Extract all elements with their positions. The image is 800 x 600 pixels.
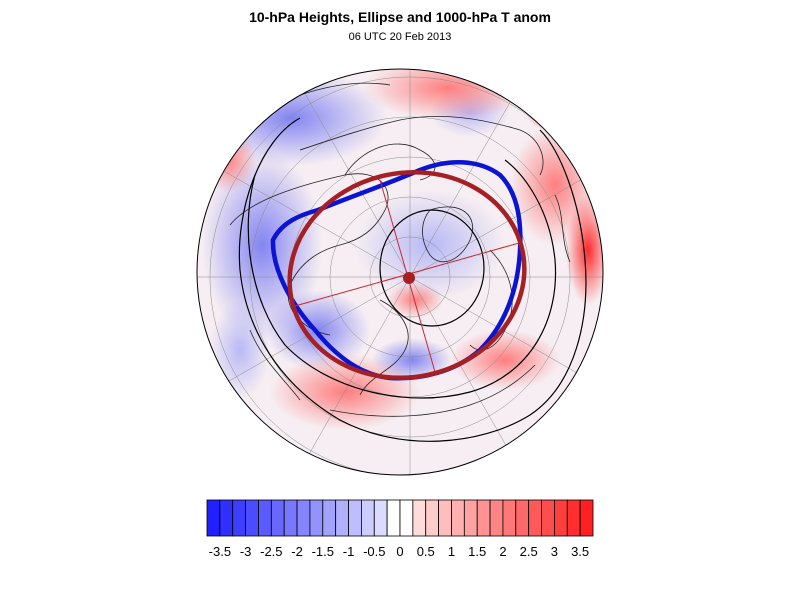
colorbar-box [502, 499, 517, 537]
colorbar-box [283, 499, 298, 537]
colorbar-box [489, 499, 504, 537]
colorbar-box [309, 499, 324, 537]
colorbar-box [528, 499, 542, 537]
colorbar-box [412, 499, 427, 537]
colorbar-box [541, 499, 555, 537]
graticule [198, 69, 603, 475]
ellipse-center-marker [403, 272, 415, 284]
colorbar-box [335, 499, 349, 537]
colorbar-box [206, 499, 221, 537]
colorbar-box [566, 499, 581, 537]
colorbar-box [219, 499, 234, 537]
ellipse-outline [287, 170, 527, 380]
colorbar-box [386, 499, 401, 537]
colorbar-box [232, 499, 246, 537]
colorbar-box [451, 499, 465, 537]
colorbar-box [258, 499, 272, 537]
colorbar-box [322, 499, 337, 537]
colorbar-box [438, 499, 452, 537]
colorbar-tick-label: 1.5 [468, 544, 486, 559]
colorbar-box [515, 499, 530, 537]
colorbar-tick-label: -3.5 [209, 544, 231, 559]
colorbar-box [476, 499, 491, 537]
colorbar-tick-label: 2.5 [520, 544, 538, 559]
colorbar-box [348, 499, 362, 537]
colorbar-box [554, 499, 568, 537]
colorbar-box [579, 499, 594, 537]
colorbar-tick-label: 1 [448, 544, 455, 559]
height-contour-middle [247, 159, 557, 399]
figure-title: 10-hPa Heights, Ellipse and 1000-hPa T a… [249, 9, 551, 25]
height-contour-outer [238, 117, 587, 442]
colorbar-tick-label: -1.5 [312, 544, 334, 559]
colorbar-tick-label: 0.5 [417, 544, 435, 559]
vortex-edge-contour [270, 160, 523, 381]
colorbar-tick-label: -1 [343, 544, 355, 559]
height-contours [238, 117, 587, 442]
colorbar-tick-label: 3 [551, 544, 558, 559]
colorbar-box [270, 499, 285, 537]
colorbar-box [373, 499, 388, 537]
colorbar-tick-label: -2 [291, 544, 303, 559]
height-contour-inner [379, 209, 485, 327]
colorbar-box [296, 499, 311, 537]
colorbar-box [245, 499, 259, 537]
colorbar-labels: -3.5 -3 -2.5 -2 -1.5 -1 -0.5 0 0.5 1 1.5 2 2.5 3 3.5 [209, 544, 590, 559]
figure-subtitle: 06 UTC 20 Feb 2013 [348, 31, 452, 43]
colorbar-tick-label: 0 [396, 544, 403, 559]
colorbar-box [360, 499, 375, 537]
colorbar-tick-label: 2 [499, 544, 506, 559]
colorbar-tick-label: 3.5 [571, 544, 589, 559]
colorbar-box [425, 499, 440, 537]
colorbar-box [463, 499, 478, 537]
colorbar-tick-label: -0.5 [363, 544, 385, 559]
coastlines [229, 82, 571, 417]
colorbar-tick-label: -2.5 [260, 544, 282, 559]
colorbar-boxes [206, 499, 594, 537]
colorbar-box [399, 499, 414, 537]
map-border [196, 68, 604, 476]
vortex-ellipse [287, 170, 527, 380]
colorbar-tick-label: -3 [240, 544, 252, 559]
